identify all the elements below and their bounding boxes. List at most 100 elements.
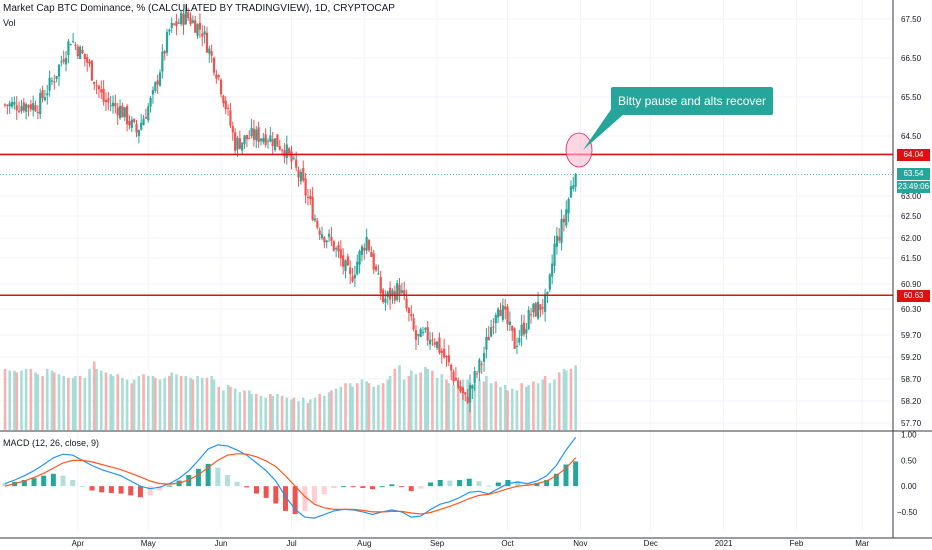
candle-body: [555, 235, 558, 247]
candle-body: [431, 339, 434, 341]
macd-histogram-bar: [215, 467, 221, 487]
candle-body: [567, 198, 570, 214]
candle-body: [353, 274, 357, 279]
candle-body: [10, 102, 14, 107]
candle-body: [273, 138, 277, 150]
candle-body: [562, 218, 566, 223]
candle-body: [511, 325, 514, 331]
y-tick-label: 58.20: [901, 397, 922, 406]
macd-histogram-bar: [147, 486, 153, 496]
volume-bar: [485, 376, 488, 430]
candle-body: [346, 256, 349, 266]
candle-body: [323, 237, 326, 243]
candle-body: [53, 81, 56, 83]
volume-bar: [271, 395, 275, 430]
candle-body: [107, 98, 110, 103]
candle-body: [198, 22, 202, 30]
horizontal-levels[interactable]: [0, 153, 893, 297]
candle-body: [372, 253, 375, 270]
candle-body: [396, 283, 399, 301]
volume-bar: [367, 383, 371, 430]
volume-bar: [191, 379, 195, 430]
candle-body: [154, 82, 157, 91]
volume-bar: [541, 379, 545, 430]
volume-bar: [318, 394, 321, 430]
volume-bar: [45, 368, 49, 430]
volume-bar: [15, 372, 19, 430]
candle-body: [128, 121, 131, 126]
candle-body: [43, 97, 47, 101]
volume-bar: [398, 365, 401, 430]
volume-bar: [137, 376, 141, 430]
candle-body: [400, 290, 403, 293]
volume-bar: [414, 374, 418, 430]
volume-bar: [50, 370, 54, 430]
candle-body: [501, 305, 504, 320]
candle-body: [435, 341, 439, 348]
candle-body: [410, 313, 413, 317]
volume-bar: [323, 395, 326, 430]
x-tick-label: May: [141, 539, 156, 548]
candle-body: [170, 22, 173, 28]
candle-body: [144, 116, 148, 119]
volume-bar: [130, 383, 134, 430]
volume-bar: [142, 374, 145, 430]
volume-bar: [151, 376, 155, 430]
candle-body: [215, 74, 218, 79]
candle-body: [548, 274, 551, 290]
candle-body: [360, 246, 364, 255]
candle-body: [34, 105, 37, 112]
x-tick-label: Apr: [72, 539, 85, 548]
candle-body: [142, 118, 145, 125]
candle-body: [572, 185, 575, 189]
candle-body: [163, 51, 166, 54]
volume-bar: [57, 374, 61, 430]
volume-bar: [226, 385, 230, 430]
macd-histogram-bar: [486, 485, 492, 487]
candle-body: [452, 371, 455, 382]
candle-body: [231, 126, 234, 133]
volume-bar: [473, 381, 476, 430]
volume-bar: [292, 397, 296, 430]
volume-bar: [229, 386, 232, 430]
volume-bar: [243, 390, 246, 430]
candle-body: [180, 12, 183, 24]
macd-histogram-bar: [457, 479, 463, 487]
volume-bar: [71, 377, 75, 430]
candle-body: [299, 171, 302, 182]
candle-body: [269, 135, 272, 142]
x-tick-label: Aug: [357, 539, 371, 548]
volume-bar: [409, 370, 413, 430]
macd-histogram-bar: [553, 473, 559, 487]
candle-body: [212, 57, 216, 73]
candle-body: [285, 144, 288, 159]
candle-body: [17, 110, 21, 112]
callout-shapes[interactable]: [565, 108, 624, 168]
volume-bar: [419, 372, 422, 430]
candle-body: [457, 380, 460, 388]
volume-bar: [447, 383, 451, 430]
candle-body: [196, 24, 199, 36]
volume-bar: [574, 365, 577, 430]
y-tick-label: 60.90: [901, 280, 922, 289]
candle-body: [367, 240, 371, 251]
candle-body: [97, 85, 101, 90]
macd-y-tick-label: 1.00: [901, 431, 917, 440]
macd-histogram-bar: [166, 485, 172, 487]
annotation-callout[interactable]: Bitty pause and alts recover: [611, 87, 773, 115]
candle-body: [114, 103, 117, 107]
candle-body: [412, 318, 415, 330]
candle-body: [313, 218, 317, 221]
volume-bar: [388, 376, 392, 430]
candle-body: [297, 169, 300, 178]
macd-histogram-bar: [350, 486, 356, 488]
candle-body: [168, 29, 171, 32]
volume-bar: [247, 390, 251, 430]
candle-body: [440, 350, 443, 354]
volume-bar: [179, 376, 183, 430]
candle-body: [6, 104, 9, 106]
macd-label: MACD (12, 26, close, 9): [3, 438, 100, 448]
volume-bar: [222, 390, 225, 430]
macd-y-tick-label: 0.50: [901, 456, 917, 465]
